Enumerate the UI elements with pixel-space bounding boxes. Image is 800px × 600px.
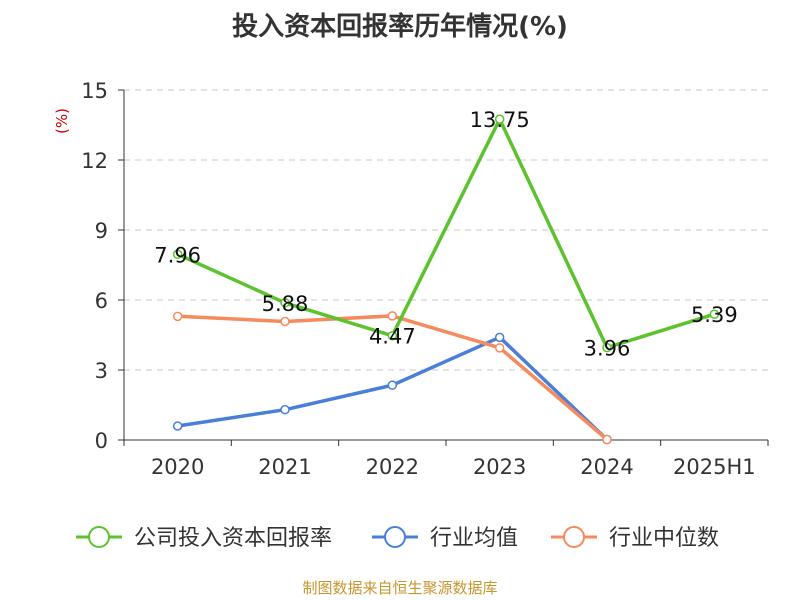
y-tick-label: 6 <box>95 289 108 313</box>
data-point <box>280 298 290 308</box>
y-tick-label: 9 <box>95 219 108 243</box>
legend-item-1[interactable]: 行业均值 <box>372 526 518 551</box>
data-point <box>387 330 398 341</box>
series-line-0 <box>175 117 717 350</box>
data-point <box>387 311 398 321</box>
y-tick-label: 3 <box>95 359 108 383</box>
data-label: 13.75 <box>470 108 530 132</box>
y-tick-label: 15 <box>81 79 108 103</box>
data-point <box>172 249 183 260</box>
data-point <box>494 114 505 124</box>
legend-marker <box>384 526 406 548</box>
chart-title: 投入资本回报率历年情况(%) <box>232 12 568 42</box>
x-tick-label: 2025H1 <box>673 455 756 479</box>
legend-label: 行业中位数 <box>609 526 719 551</box>
y-tick-label: 12 <box>81 149 108 173</box>
x-tick-label: 2020 <box>151 455 204 479</box>
y-tick-label: 0 <box>95 429 108 453</box>
data-labels: 7.96 5.88 4.47 13.75 3.96 5.39 <box>154 108 737 360</box>
data-label: 4.47 <box>369 325 416 349</box>
data-point <box>494 332 505 343</box>
data-point <box>709 309 720 319</box>
data-point <box>172 421 183 431</box>
legend-marker <box>563 526 585 548</box>
axes: 0 3 6 9 12 15 2020 2021 2022 2023 2024 2025H1 <box>81 79 769 479</box>
data-label: 5.88 <box>262 292 309 316</box>
data-point <box>387 380 398 390</box>
x-tick-label: 2021 <box>258 455 311 479</box>
data-label: 3.96 <box>584 337 631 361</box>
data-point <box>280 404 290 415</box>
data-point <box>602 434 612 445</box>
x-tick-label: 2023 <box>473 455 526 479</box>
x-tick-label: 2024 <box>580 455 633 479</box>
data-source-note: 制图数据来自恒生聚源数据库 <box>302 579 498 597</box>
legend[interactable]: 公司投入资本回报率 行业均值 行业中位数 <box>76 526 719 551</box>
data-point <box>602 342 612 353</box>
data-point <box>172 311 183 322</box>
legend-marker <box>88 526 110 548</box>
x-tick-label: 2022 <box>366 455 419 479</box>
series-lines <box>172 114 720 445</box>
legend-item-2[interactable]: 行业中位数 <box>551 526 719 551</box>
data-point <box>494 343 505 353</box>
data-point <box>280 316 290 327</box>
data-label: 5.39 <box>691 303 738 327</box>
legend-label: 公司投入资本回报率 <box>134 526 332 551</box>
data-label: 7.96 <box>154 243 201 267</box>
legend-item-0[interactable]: 公司投入资本回报率 <box>76 526 332 551</box>
legend-label: 行业均值 <box>430 526 518 551</box>
